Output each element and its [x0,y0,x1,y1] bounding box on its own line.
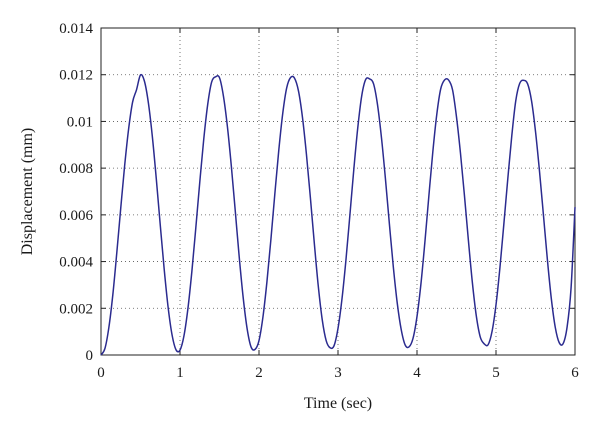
y-tick-label: 0.012 [59,68,93,84]
series-line [100,73,576,356]
y-axis-label: Displacement (mm) [19,128,36,256]
x-tick-label: 4 [413,365,421,381]
y-tick-label: 0.01 [67,114,93,130]
series [100,73,576,356]
plot-frame [100,27,576,356]
x-tick-label: 0 [97,365,105,381]
y-tick-label: 0.008 [59,161,93,177]
x-axis-label: Time (sec) [304,395,372,412]
y-tick-label: 0.002 [59,301,93,317]
x-tick-label: 2 [255,365,263,381]
x-tick-label: 3 [334,365,342,381]
y-tick-label: 0.006 [59,208,93,224]
y-tick-label: 0 [86,348,94,364]
y-tick-labels: 0 0.002 0.004 0.006 0.008 0.01 0.012 0.014 [59,21,93,364]
grid [101,28,575,355]
x-tick-label: 1 [176,365,184,381]
x-tick-labels: 0 1 2 3 4 5 6 [97,365,579,381]
y-tick-label: 0.004 [59,255,93,271]
x-tick-label: 5 [492,365,500,381]
x-tick-label: 6 [571,365,579,381]
axis-ticks [100,27,576,356]
y-tick-label: 0.014 [59,21,93,37]
